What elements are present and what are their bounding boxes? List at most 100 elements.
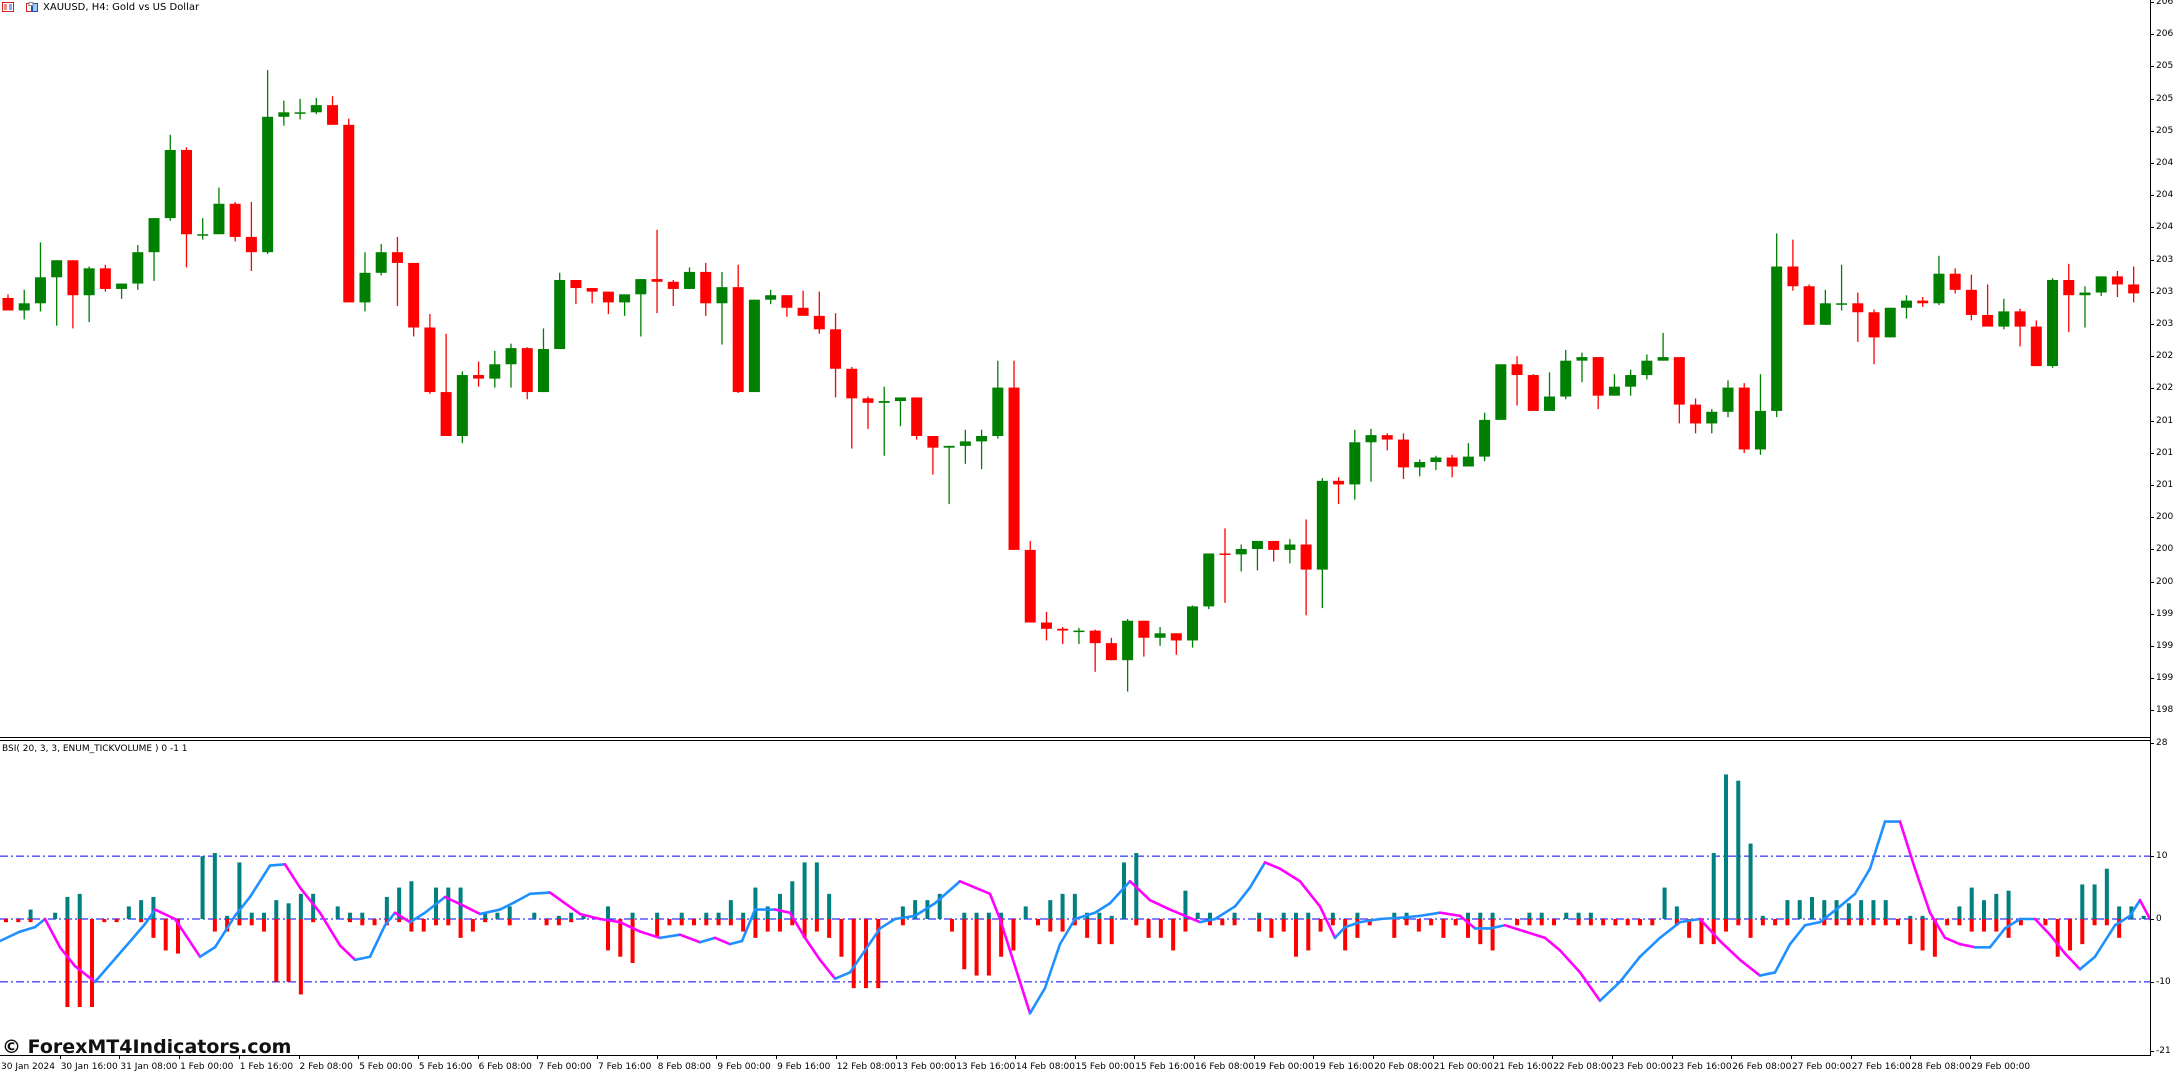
candle[interactable] <box>1219 528 1231 603</box>
candle[interactable] <box>1884 307 1896 338</box>
candle[interactable] <box>164 134 176 221</box>
candle[interactable] <box>651 229 663 314</box>
candle[interactable] <box>684 267 696 289</box>
candle[interactable] <box>359 252 371 312</box>
candle[interactable] <box>700 262 712 316</box>
candle[interactable] <box>440 333 452 437</box>
candle[interactable] <box>1965 274 1977 321</box>
candle[interactable] <box>1446 454 1458 478</box>
candle[interactable] <box>473 361 485 387</box>
candle[interactable] <box>1008 360 1020 550</box>
candle[interactable] <box>2128 266 2140 303</box>
candle[interactable] <box>1592 357 1604 410</box>
candle[interactable] <box>116 283 128 299</box>
candle[interactable] <box>1641 354 1653 380</box>
candle[interactable] <box>1122 618 1134 692</box>
candle[interactable] <box>1235 544 1247 572</box>
candle[interactable] <box>456 371 468 444</box>
candle[interactable] <box>505 343 517 388</box>
candle[interactable] <box>1527 374 1539 411</box>
candle[interactable] <box>537 328 549 393</box>
candle[interactable] <box>992 360 1004 439</box>
candle[interactable] <box>943 445 955 505</box>
candle[interactable] <box>667 279 679 306</box>
candle[interactable] <box>927 436 939 475</box>
candle[interactable] <box>2 294 14 311</box>
candle[interactable] <box>1738 383 1750 454</box>
indicator-axis[interactable]: 28 10 0 -10 -21 <box>2150 738 2173 1056</box>
panel-divider-bottom[interactable] <box>0 740 2151 741</box>
candle[interactable] <box>716 271 728 345</box>
candle[interactable] <box>1154 627 1166 646</box>
candle[interactable] <box>489 350 501 388</box>
candle[interactable] <box>391 236 403 306</box>
candle[interactable] <box>1511 356 1523 406</box>
candle[interactable] <box>310 97 322 115</box>
candle[interactable] <box>408 262 420 337</box>
candle[interactable] <box>262 70 274 254</box>
candle[interactable] <box>976 429 988 470</box>
candle[interactable] <box>2111 271 2123 298</box>
candle[interactable] <box>1316 478 1328 609</box>
candle[interactable] <box>862 396 874 429</box>
candle[interactable] <box>294 98 306 120</box>
candle[interactable] <box>1982 284 1994 327</box>
candle[interactable] <box>51 260 63 326</box>
candle[interactable] <box>1625 369 1637 396</box>
price-chart-panel[interactable] <box>0 0 2150 738</box>
candle[interactable] <box>1657 332 1669 361</box>
candle[interactable] <box>1479 412 1491 462</box>
candle[interactable] <box>1349 429 1361 500</box>
candle[interactable] <box>1057 627 1069 645</box>
chart-template-icon[interactable] <box>26 2 38 12</box>
candle[interactable] <box>1495 364 1507 420</box>
candle[interactable] <box>1706 409 1718 434</box>
candle[interactable] <box>813 291 825 334</box>
candle[interactable] <box>278 100 290 126</box>
candle[interactable] <box>2030 320 2042 367</box>
candle[interactable] <box>521 347 533 400</box>
candle[interactable] <box>1430 455 1442 471</box>
candle[interactable] <box>619 294 631 316</box>
candle[interactable] <box>1787 239 1799 291</box>
candle[interactable] <box>2063 263 2075 332</box>
candle[interactable] <box>1365 428 1377 482</box>
candle[interactable] <box>197 218 209 240</box>
candle[interactable] <box>1754 374 1766 455</box>
candle[interactable] <box>1836 264 1848 311</box>
candle[interactable] <box>635 279 647 337</box>
candle[interactable] <box>1852 292 1864 342</box>
candle[interactable] <box>1203 553 1215 610</box>
candle[interactable] <box>1803 284 1815 325</box>
candle[interactable] <box>846 366 858 449</box>
candle[interactable] <box>1138 620 1150 657</box>
candle[interactable] <box>1381 433 1393 451</box>
indicator-panel[interactable] <box>0 741 2150 1055</box>
candle[interactable] <box>1868 309 1880 365</box>
candle[interactable] <box>1771 233 1783 418</box>
candle[interactable] <box>1998 298 2010 330</box>
candle[interactable] <box>1819 289 1831 325</box>
candle[interactable] <box>1690 398 1702 434</box>
candle[interactable] <box>1105 637 1117 661</box>
candle[interactable] <box>245 201 257 272</box>
candle[interactable] <box>99 264 111 292</box>
candle[interactable] <box>327 96 339 125</box>
candle[interactable] <box>67 260 79 329</box>
candle[interactable] <box>1917 297 1929 307</box>
candle[interactable] <box>34 242 46 312</box>
candle[interactable] <box>781 295 793 317</box>
candle[interactable] <box>1187 605 1199 648</box>
candle[interactable] <box>2079 286 2091 328</box>
candle[interactable] <box>1333 477 1345 505</box>
candle[interactable] <box>878 386 890 456</box>
bsi-indicator-chart[interactable] <box>0 741 2150 1055</box>
candle[interactable] <box>1414 459 1426 477</box>
candle[interactable] <box>1268 540 1280 562</box>
candle[interactable] <box>911 397 923 440</box>
candle[interactable] <box>959 429 971 464</box>
candle[interactable] <box>765 289 777 305</box>
candle[interactable] <box>1284 539 1296 564</box>
candle[interactable] <box>732 264 744 393</box>
